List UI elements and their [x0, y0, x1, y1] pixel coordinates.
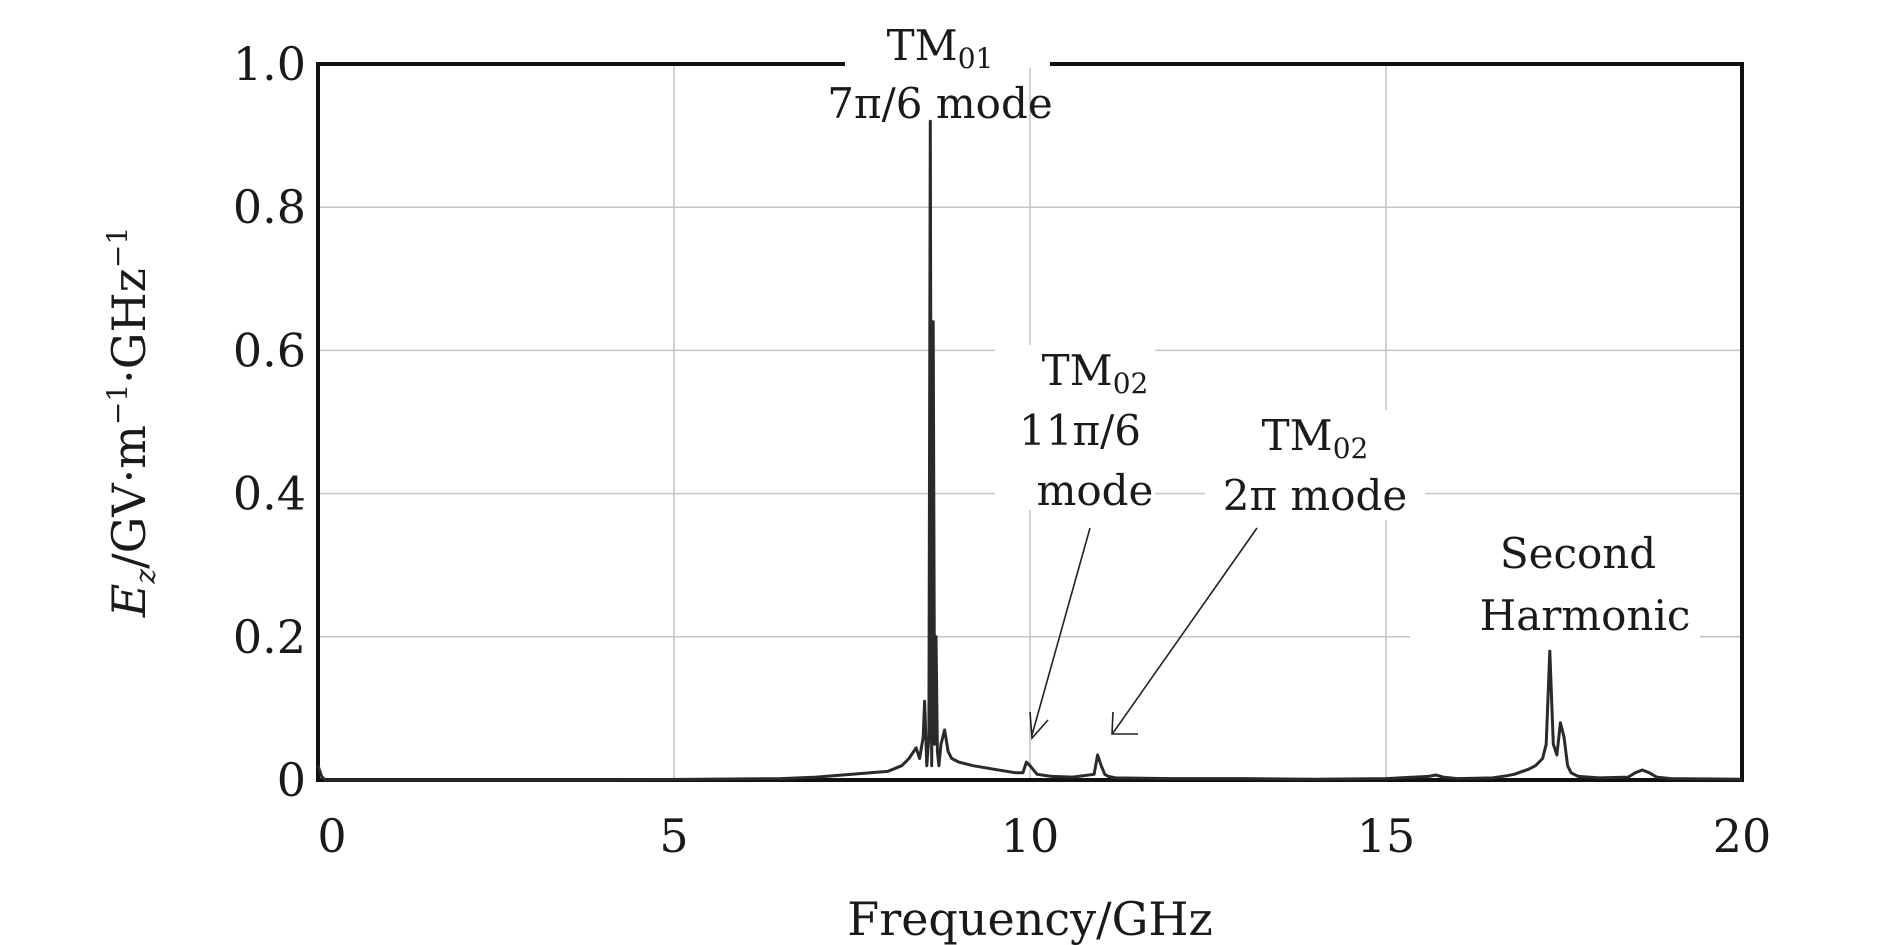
- annotation-tm02b-arrowhead: [1111, 711, 1138, 735]
- y-tick-label: 0.8: [233, 180, 306, 234]
- x-tick-label: 15: [1357, 809, 1416, 863]
- annotation-tm02a-line2: 11π/6: [1019, 406, 1141, 455]
- annotation-tm01-line2: 7π/6 mode: [827, 79, 1052, 128]
- annotation-tm02a-line3: mode: [1037, 466, 1154, 515]
- annotation-tm02b-line1: TM02: [1262, 411, 1369, 465]
- annotation-tm02a-line1: TM02: [1042, 346, 1149, 400]
- y-axis-title: Ez/GV·m−1·GHz−1: [101, 227, 162, 618]
- y-tick-label: 0.4: [233, 467, 306, 521]
- x-tick-label: 20: [1713, 809, 1772, 863]
- annotation-tm02b-backdrop: [1205, 410, 1425, 520]
- annotation-harmonic-line1: Second: [1500, 529, 1656, 578]
- y-tick-label: 0.6: [233, 323, 306, 377]
- x-tick-label: 10: [1001, 809, 1060, 863]
- annotation-tm01-line1: TM01: [887, 21, 994, 75]
- x-tick-label: 0: [317, 809, 346, 863]
- x-axis-title: Frequency/GHz: [847, 892, 1212, 945]
- y-tick-label: 0: [277, 753, 306, 807]
- annotation-tm02a-backdrop: [995, 345, 1155, 510]
- x-tick-label: 5: [659, 809, 688, 863]
- y-tick-label: 0.2: [233, 610, 306, 664]
- annotation-tm01-backdrop: [845, 20, 1050, 68]
- annotation-harmonic-line2: Harmonic: [1480, 591, 1691, 640]
- annotation-tm02a-arrow: [1031, 527, 1091, 736]
- spectrum-series-line: [316, 119, 1743, 782]
- y-tick-labels: 0 0.2 0.4 0.6 0.8 1.0: [233, 37, 306, 807]
- y-tick-label: 1.0: [233, 37, 306, 91]
- annotation-tm02a-arrowhead: [1029, 711, 1049, 740]
- annotation-tm02b-line2: 2π mode: [1223, 471, 1408, 520]
- annotation-tm02b-arrow: [1112, 527, 1258, 734]
- annotation-harmonic-backdrop: [1410, 530, 1700, 645]
- x-tick-labels: 0 5 10 15 20: [317, 809, 1771, 863]
